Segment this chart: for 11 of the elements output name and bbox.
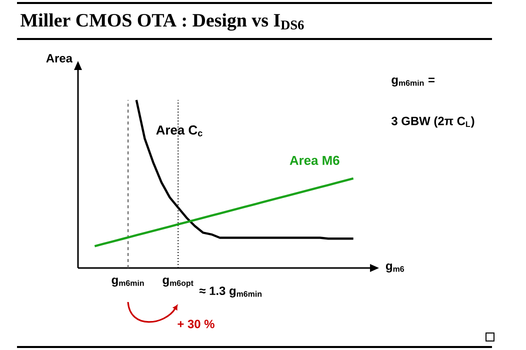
text: ≈ 1.3 g$_{m6min}$ [199, 286, 262, 298]
text: g$_{m6min}$ = [392, 78, 434, 86]
chart-title: Miller CMOS OTA : Design vs I$_{DS6}$ [20, 13, 304, 31]
x-tick-label: g$_{m6min}$ [112, 278, 144, 287]
text: + 30 % [178, 320, 214, 328]
series-label: Area C$_{c}$ [156, 125, 202, 136]
x-tick-label: g$_{m6opt}$ [162, 278, 194, 288]
series-label: Area M6 [290, 156, 340, 165]
y-axis-title: Area [46, 54, 73, 62]
text: 3 GBW (2π C$_{L}$) [391, 116, 474, 128]
x-axis-title: g$_{m6}$ [386, 264, 404, 272]
